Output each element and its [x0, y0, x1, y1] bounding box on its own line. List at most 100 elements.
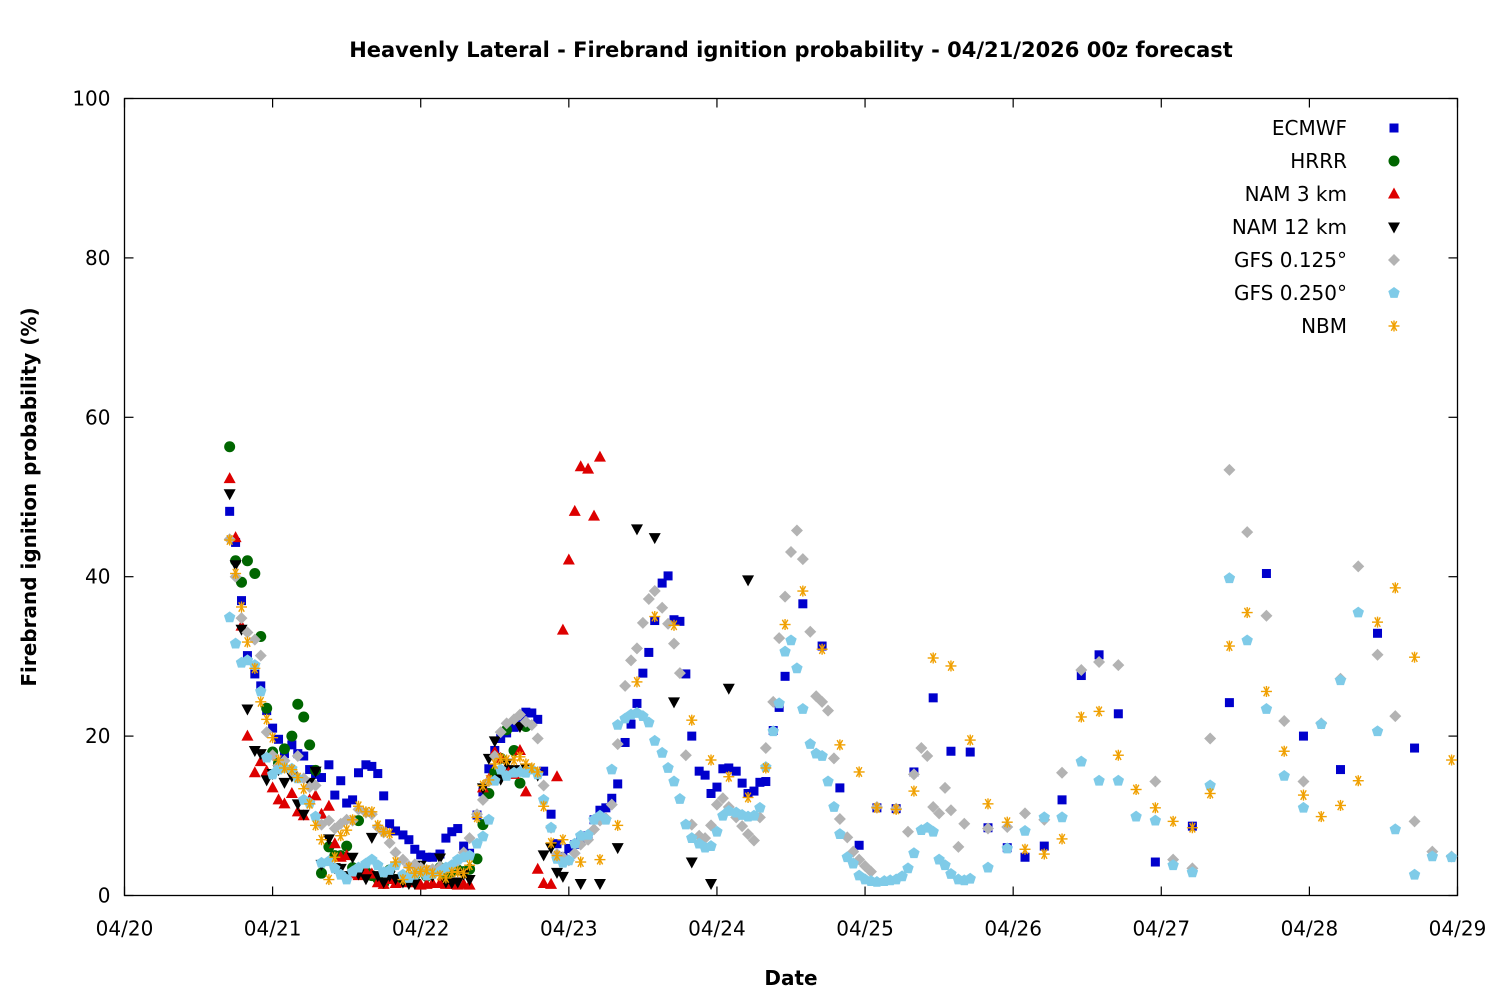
data-point [1130, 810, 1142, 822]
data-point [255, 685, 267, 697]
x-tick-label: 04/22 [392, 917, 450, 941]
y-tick-label: 20 [85, 724, 110, 748]
data-point [674, 793, 686, 804]
data-point [834, 828, 846, 839]
legend-marker [1388, 287, 1400, 298]
x-tick-label: 04/21 [244, 917, 302, 941]
data-point [686, 714, 698, 726]
data-point [742, 828, 755, 841]
data-point [359, 874, 372, 886]
data-point [309, 779, 322, 792]
data-point [1093, 774, 1105, 786]
data-point [297, 809, 310, 821]
data-point [483, 813, 495, 825]
y-tick-label: 0 [98, 884, 111, 908]
data-point [619, 679, 632, 692]
data-point [1149, 814, 1162, 826]
data-point [611, 738, 624, 751]
data-point [841, 851, 853, 863]
data-point [322, 834, 335, 846]
data-point [723, 771, 735, 783]
data-point [1019, 824, 1031, 836]
data-point [630, 642, 643, 655]
data-point [694, 766, 704, 776]
data-point [847, 857, 859, 869]
data-point [501, 754, 513, 766]
data-point [964, 734, 976, 746]
data-point [229, 637, 242, 649]
data-point [656, 746, 668, 758]
data-point [531, 862, 544, 874]
data-point [933, 807, 946, 820]
data-point [255, 696, 267, 708]
data-point [525, 718, 538, 731]
data-point [663, 571, 673, 581]
data-point [403, 862, 415, 874]
data-point [292, 698, 304, 710]
data-point [336, 776, 346, 786]
data-point [1352, 606, 1364, 618]
data-point [241, 729, 254, 741]
data-point [816, 750, 828, 761]
data-point [422, 852, 432, 862]
data-point [1204, 787, 1216, 799]
data-point [612, 819, 624, 831]
data-point [1410, 743, 1420, 753]
data-point [779, 645, 791, 657]
data-point [828, 801, 840, 812]
data-point [521, 707, 531, 717]
data-point [329, 862, 341, 874]
data-point [416, 850, 426, 860]
data-point [1334, 799, 1346, 811]
data-point [286, 730, 298, 742]
data-point [223, 472, 236, 484]
data-point [1426, 850, 1439, 862]
data-point [309, 766, 322, 778]
data-point [791, 662, 803, 674]
data-point [224, 534, 236, 546]
data-point [360, 806, 372, 818]
data-point [1352, 775, 1364, 787]
data-point [323, 874, 335, 886]
data-point [278, 797, 291, 809]
data-point [272, 793, 285, 805]
data-point [322, 814, 335, 827]
data-point [1224, 698, 1234, 708]
data-point [1113, 709, 1123, 719]
data-point [377, 877, 390, 889]
data-point [452, 866, 464, 878]
y-axis-ticks: 0 20 40 60 80 100 [72, 87, 1458, 908]
data-point [816, 643, 828, 655]
data-point [223, 489, 236, 501]
x-tick-label: 04/28 [1281, 917, 1339, 941]
data-point [346, 852, 359, 864]
data-point [724, 763, 734, 773]
data-point [853, 766, 865, 778]
data-point [907, 768, 920, 781]
data-point [532, 766, 544, 778]
data-point [686, 832, 698, 843]
data-point [489, 774, 501, 786]
data-point [1075, 755, 1087, 767]
data-point [1278, 769, 1290, 781]
data-point [385, 819, 395, 829]
data-point [514, 751, 526, 763]
data-point [612, 718, 624, 730]
data-point [574, 879, 587, 891]
data-point [342, 798, 352, 808]
data-point [1075, 663, 1088, 676]
data-point [353, 800, 365, 812]
data-point [700, 770, 710, 780]
data-point [1149, 802, 1161, 814]
data-point [952, 840, 965, 853]
data-point [1389, 710, 1402, 723]
data-point [582, 462, 595, 474]
data-point [539, 766, 549, 776]
data-point [545, 837, 557, 849]
data-point [1297, 789, 1309, 801]
data-point [298, 711, 310, 723]
data-point [902, 862, 914, 874]
data-point [669, 615, 679, 625]
data-point [427, 867, 439, 879]
